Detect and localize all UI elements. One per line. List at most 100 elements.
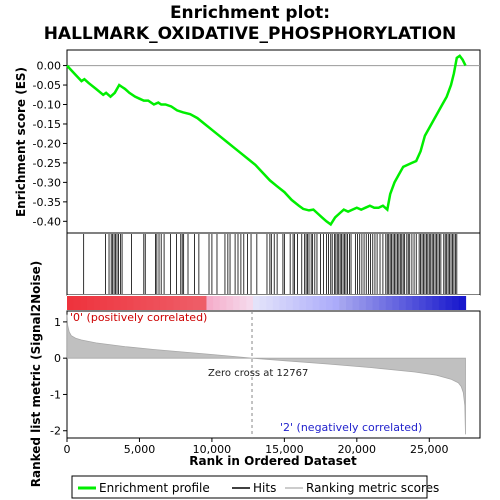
color-bar-segment (286, 296, 294, 310)
color-bar-segment (438, 296, 447, 310)
color-bar-segment (385, 296, 394, 310)
legend-label-enrichment: Enrichment profile (99, 481, 210, 495)
es-y-tick-label: -0.25 (33, 157, 61, 170)
color-bar-segment (100, 296, 108, 310)
metric-panel-frame (66, 310, 481, 439)
color-bar-segment (179, 296, 188, 310)
color-bar-segment (126, 296, 135, 310)
color-bar-segment (233, 296, 241, 310)
color-bar-segment (259, 296, 267, 310)
metric-y-tick-label: 1 (54, 316, 61, 329)
color-bar-segment (120, 296, 128, 310)
color-bar-segment (153, 296, 161, 310)
color-bar-segment (399, 296, 407, 310)
color-bar-segment (372, 296, 380, 310)
es-y-tick-label: -0.05 (33, 79, 61, 92)
es-y-tick-label: -0.30 (33, 176, 61, 189)
es-y-ticks: 0.00 -0.05 -0.10 -0.15 -0.20 -0.25 -0.30 -0.35 -… (33, 60, 67, 228)
color-bar-segment (445, 296, 453, 310)
metric-area (66, 314, 466, 435)
legend-label-hits: Hits (253, 481, 276, 495)
color-bar-segment (199, 296, 208, 310)
color-bar-segment (73, 296, 81, 310)
negative-correlated-label: '2' (negatively correlated) (280, 421, 422, 434)
color-bar-segment (412, 296, 420, 310)
color-bar-segment (345, 296, 354, 310)
metric-y-tick-label: -1 (50, 388, 61, 401)
color-bar-segment (252, 296, 261, 310)
color-bar-segment (239, 296, 247, 310)
color-bar-segment (326, 296, 334, 310)
es-y-tick-label: -0.15 (33, 118, 61, 131)
es-line-group (66, 54, 467, 227)
hits-panel-frame (66, 232, 481, 296)
color-bar-segment (106, 296, 115, 310)
x-tick-label: 0 (64, 443, 71, 456)
x-tick-label: 25,000 (410, 443, 449, 456)
hits-group (83, 234, 458, 294)
color-bar-segment (425, 296, 433, 310)
color-bar-segment (279, 296, 287, 310)
color-bar-segment (379, 296, 387, 310)
color-bar-segment (140, 296, 148, 310)
color-bar-segment (299, 296, 307, 310)
es-y-tick-label: -0.10 (33, 99, 61, 112)
es-line (66, 54, 467, 227)
color-bar-segment (458, 296, 467, 310)
x-tick-label: 15,000 (265, 443, 304, 456)
color-bar-segment (226, 296, 234, 310)
color-bar-segment (213, 296, 221, 310)
color-bar-segment (339, 296, 347, 310)
color-bar-segment (219, 296, 228, 310)
color-bar-segment (432, 296, 440, 310)
color-bar-segment (113, 296, 121, 310)
metric-y-axis-label: Ranked list metric (Signal2Noise) (29, 261, 43, 488)
color-bar-segment (352, 296, 360, 310)
color-bar-segment (332, 296, 340, 310)
color-bar-segment (312, 296, 320, 310)
color-bar-segment (193, 296, 201, 310)
color-bar-segment (365, 296, 374, 310)
color-bar-segment (452, 296, 460, 310)
color-bar-segment (272, 296, 281, 310)
es-panel-frame (66, 49, 481, 234)
color-bar-segment (166, 296, 174, 310)
color-bar-segment (206, 296, 214, 310)
es-y-tick-label: 0.00 (37, 60, 62, 73)
color-bar-segment (392, 296, 400, 310)
metric-y-ticks: 1 0 -1 -2 (50, 316, 67, 438)
zero-cross-label: Zero cross at 12767 (208, 368, 308, 379)
color-bar-segment (266, 296, 274, 310)
metric-area-group (66, 311, 466, 438)
ranking-color-bar (67, 296, 467, 310)
positive-correlated-label: '0' (positively correlated) (70, 311, 207, 324)
x-tick-label: 10,000 (193, 443, 232, 456)
color-bar-segment (67, 296, 75, 310)
color-bar-segment (133, 296, 141, 310)
color-bar-segment (159, 296, 168, 310)
color-bar-segment (319, 296, 327, 310)
color-bar-segment (173, 296, 181, 310)
x-axis-label: Rank in Ordered Dataset (189, 454, 357, 468)
legend-label-ranking: Ranking metric scores (306, 481, 439, 495)
es-y-tick-label: -0.35 (33, 196, 61, 209)
color-bar-segment (146, 296, 154, 310)
color-bar-segment (359, 296, 367, 310)
legend-box (71, 475, 428, 499)
es-y-tick-label: -0.20 (33, 137, 61, 150)
x-ticks: 0 5,000 10,000 15,000 20,000 25,000 (64, 438, 449, 456)
chart-title-line2: HALLMARK_OXIDATIVE_PHOSPHORYLATION (44, 24, 457, 44)
color-bar-segment (306, 296, 314, 310)
metric-y-tick-label: -2 (50, 425, 61, 438)
x-tick-label: 20,000 (338, 443, 377, 456)
color-bar-segment (93, 296, 101, 310)
color-bar-segment (86, 296, 95, 310)
x-tick-label: 5,000 (124, 443, 156, 456)
chart-title-line1: Enrichment plot: (170, 3, 330, 23)
color-bar-segment (80, 296, 88, 310)
es-y-tick-label: -0.40 (33, 215, 61, 228)
color-bar-segment (419, 296, 427, 310)
metric-y-tick-label: 0 (54, 352, 61, 365)
